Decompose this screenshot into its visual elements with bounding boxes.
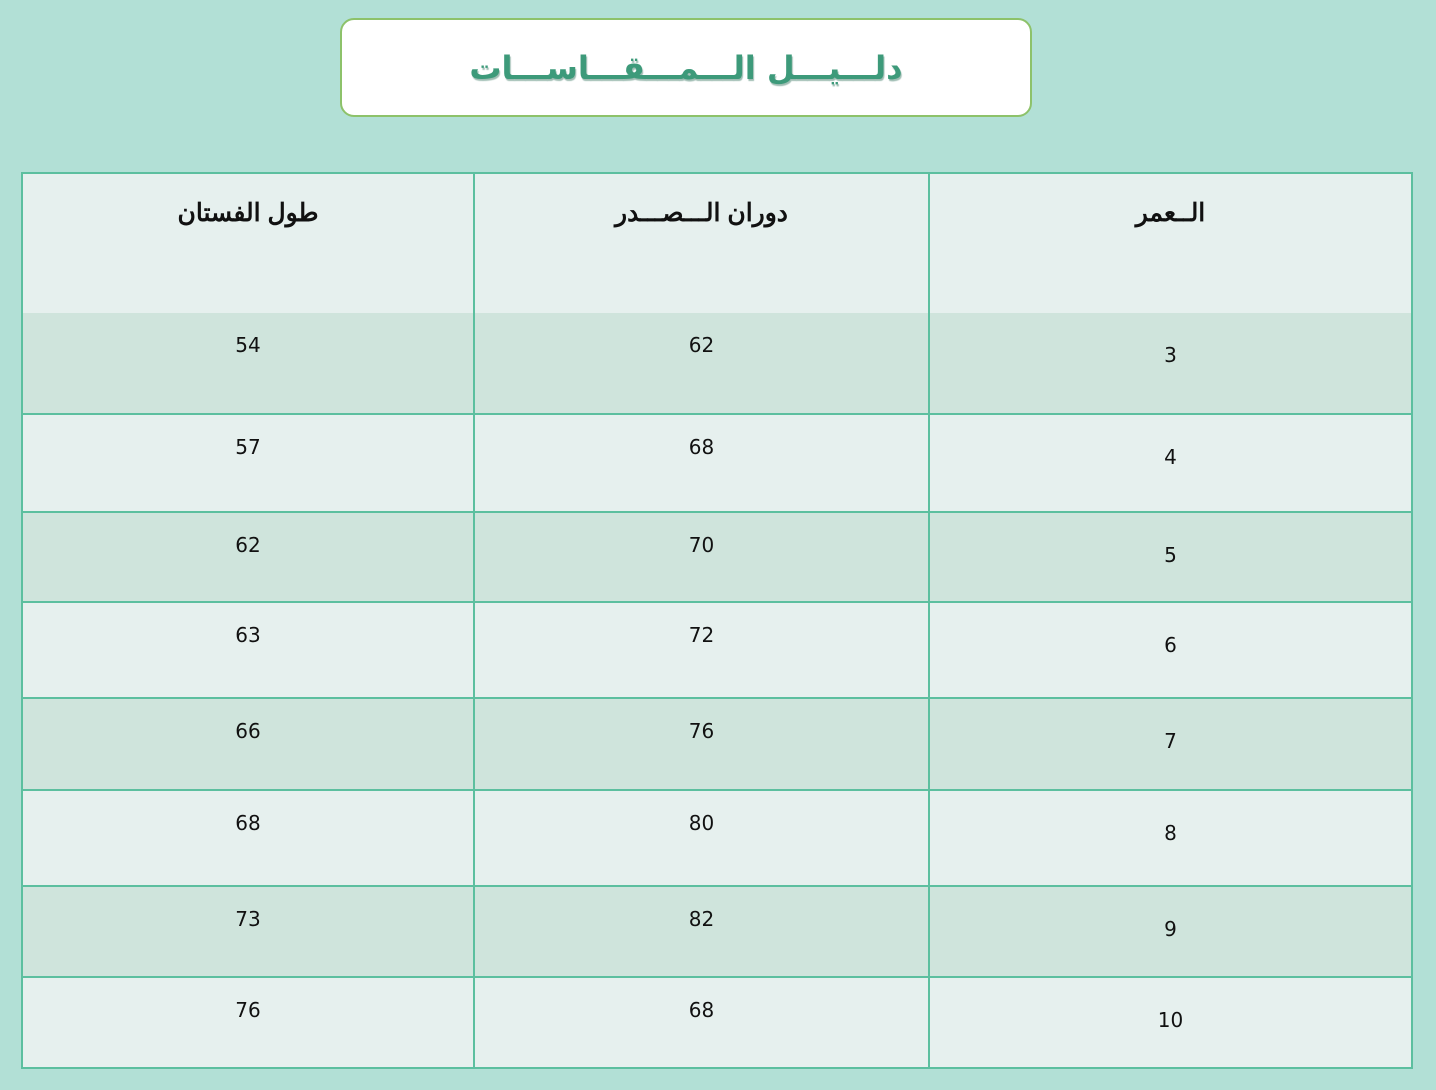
table-row: 3 62 54	[23, 313, 1411, 413]
cell-chest: 76	[475, 699, 930, 789]
cell-age: 6	[1164, 633, 1177, 657]
header-age: الــعمر	[1135, 199, 1206, 227]
cell-chest: 80	[475, 791, 930, 885]
cell-dress-length: 63	[23, 603, 475, 697]
cell-dress-length: 54	[23, 313, 475, 413]
table-row: 4 68 57	[23, 413, 1411, 511]
cell-chest: 68	[475, 415, 930, 511]
table-row: 6 72 63	[23, 601, 1411, 697]
table-header-row: الــعمر دوران الـــصـــدر طول الفستان	[23, 174, 1411, 313]
cell-age: 10	[1157, 1008, 1184, 1032]
cell-age: 9	[1164, 917, 1177, 941]
header-dress-length: طول الفستان	[23, 174, 475, 313]
cell-age: 3	[1164, 343, 1177, 367]
table-row: 8 80 68	[23, 789, 1411, 885]
cell-chest: 70	[475, 513, 930, 601]
cell-dress-length: 66	[23, 699, 475, 789]
cell-chest: 68	[475, 978, 930, 1067]
table-row: 7 76 66	[23, 697, 1411, 789]
cell-dress-length: 68	[23, 791, 475, 885]
cell-dress-length: 73	[23, 887, 475, 976]
cell-chest: 72	[475, 603, 930, 697]
table-row: 10 68 76	[23, 976, 1411, 1067]
title-banner: دلـــيـــل الـــمـــقـــاســـات	[340, 18, 1032, 117]
cell-age: 4	[1164, 445, 1177, 469]
table-row: 9 82 73	[23, 885, 1411, 976]
cell-chest: 82	[475, 887, 930, 976]
header-chest: دوران الـــصـــدر	[475, 174, 930, 313]
cell-dress-length: 57	[23, 415, 475, 511]
cell-age: 7	[1164, 729, 1177, 753]
size-guide-table: الــعمر دوران الـــصـــدر طول الفستان 3 6…	[21, 172, 1413, 1069]
cell-chest: 62	[475, 313, 930, 413]
cell-age: 5	[1164, 543, 1177, 567]
cell-age: 8	[1164, 821, 1177, 845]
cell-dress-length: 62	[23, 513, 475, 601]
table-row: 5 70 62	[23, 511, 1411, 601]
cell-dress-length: 76	[23, 978, 475, 1067]
page-title: دلـــيـــل الـــمـــقـــاســـات	[469, 48, 903, 87]
